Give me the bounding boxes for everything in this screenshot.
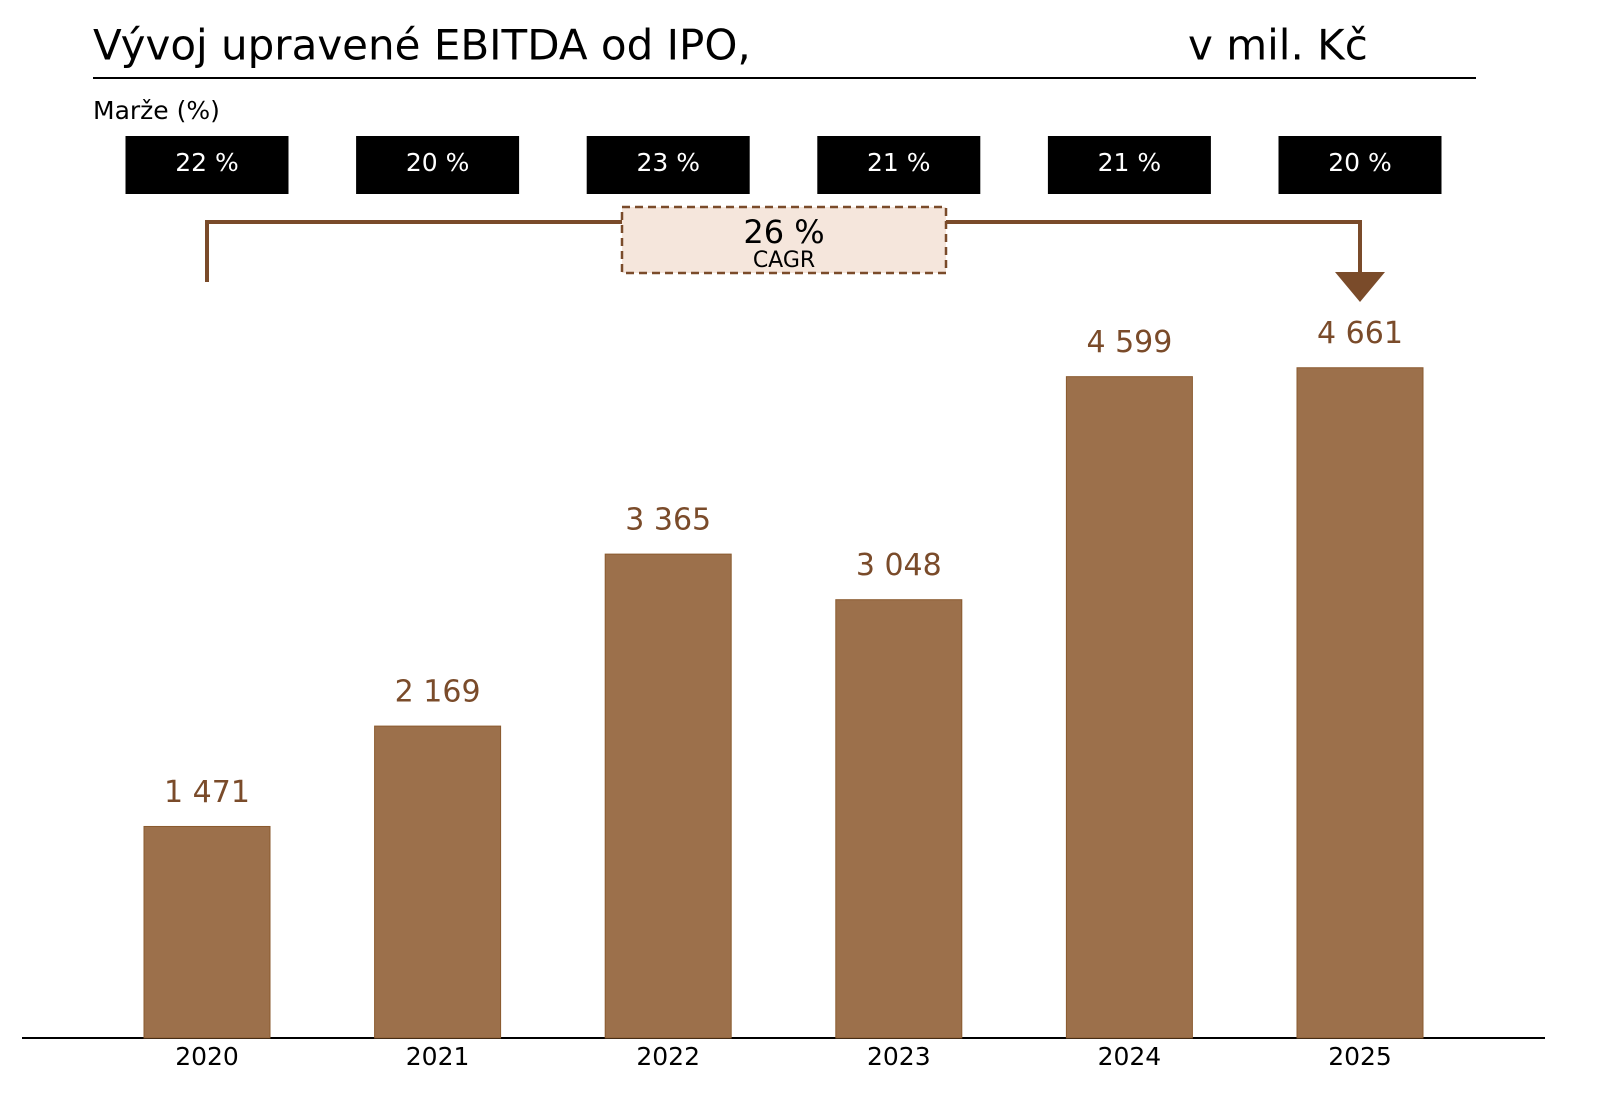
cagr-arrow (1335, 272, 1385, 302)
margin-label: 21 % (867, 148, 931, 177)
bar (835, 599, 963, 1039)
bar (143, 825, 271, 1039)
bar (1296, 367, 1424, 1039)
chart-title: Vývoj upravené EBITDA od IPO, (93, 21, 751, 70)
value-label: 4 599 (1086, 325, 1172, 360)
margin-label: 20 % (406, 148, 470, 177)
chart-subtitle: v mil. Kč (1188, 21, 1368, 70)
x-tick-label: 2023 (867, 1042, 931, 1071)
margin-box (586, 136, 750, 194)
cagr-label: CAGR (753, 248, 815, 273)
x-tick-label: 2020 (175, 1042, 239, 1071)
margin-box (1047, 136, 1211, 194)
margin-label: 21 % (1098, 148, 1162, 177)
margin-label: 20 % (1328, 148, 1392, 177)
value-label: 1 471 (164, 775, 250, 810)
value-label: 3 365 (625, 503, 711, 538)
margin-box (1278, 136, 1442, 194)
margin-label: 22 % (175, 148, 239, 177)
value-label: 2 169 (395, 675, 481, 710)
margin-label: 23 % (636, 148, 700, 177)
x-tick-label: 2022 (636, 1042, 700, 1071)
x-tick-label: 2025 (1328, 1042, 1392, 1071)
bar (604, 553, 732, 1039)
value-label: 3 048 (856, 548, 942, 583)
x-tick-label: 2021 (406, 1042, 470, 1071)
cagr-value: 26 % (743, 213, 824, 251)
cagr-box (620, 205, 948, 275)
margin-title: Marže (%) (93, 96, 220, 125)
margin-box (817, 136, 981, 194)
x-tick-label: 2024 (1098, 1042, 1162, 1071)
margin-box (356, 136, 520, 194)
margin-box (125, 136, 289, 194)
bar (374, 725, 502, 1039)
value-label: 4 661 (1317, 316, 1403, 351)
bar (1065, 376, 1193, 1039)
